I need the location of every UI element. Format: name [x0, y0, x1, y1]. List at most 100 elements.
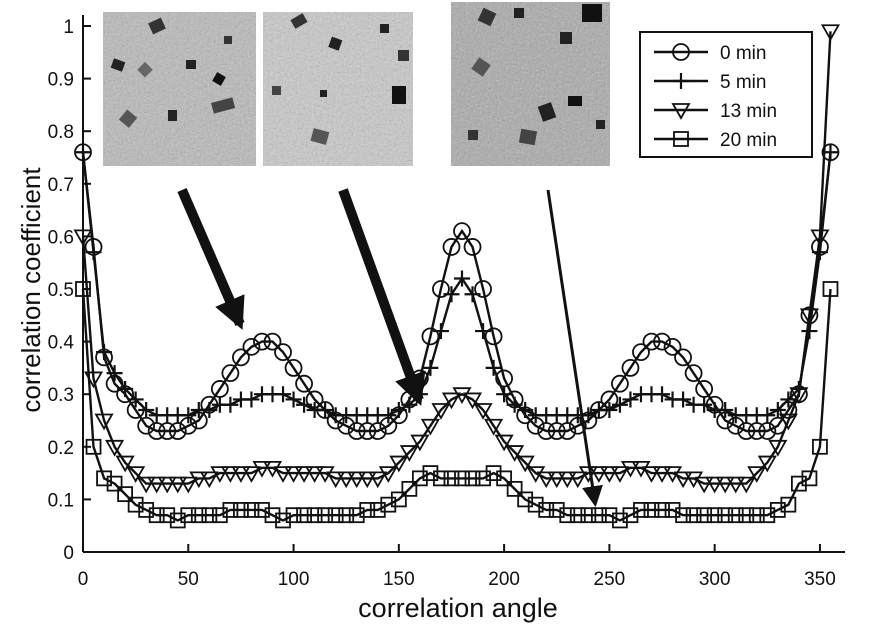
- micrograph-insets: [103, 2, 610, 166]
- data-point-square: [211, 507, 228, 524]
- data-point-plus: [127, 391, 144, 408]
- data-point-triangle-down: [94, 413, 114, 431]
- data-point-triangle-down: [515, 455, 535, 473]
- data-point-plus: [506, 396, 523, 413]
- data-point-square: [85, 438, 102, 455]
- data-point-triangle-down: [715, 476, 735, 494]
- data-point-triangle-down: [147, 476, 167, 494]
- data-point-plus: [443, 286, 460, 303]
- data-point-circle: [253, 332, 271, 351]
- legend-swatch-marker: [671, 103, 691, 120]
- legend-label: 5 min: [720, 72, 766, 93]
- data-point-square: [780, 496, 797, 513]
- data-point-triangle-down: [294, 466, 314, 483]
- data-point-triangle-down: [799, 308, 819, 326]
- data-point-square: [233, 502, 249, 518]
- data-point-circle: [684, 364, 703, 383]
- data-point-square: [254, 502, 270, 518]
- data-point-square: [433, 470, 449, 487]
- data-point-triangle-down: [389, 455, 409, 473]
- data-point-square: [285, 507, 302, 524]
- data-point-circle: [232, 348, 250, 367]
- data-point-triangle-down: [199, 471, 219, 489]
- data-point-square: [348, 507, 365, 524]
- data-point-plus: [696, 396, 713, 413]
- data-point-triangle-down: [484, 418, 504, 436]
- data-point-triangle-down: [578, 466, 598, 483]
- data-point-plus: [401, 396, 418, 413]
- arrow-2: [338, 188, 426, 407]
- legend-swatch-marker: [673, 73, 689, 89]
- x-tick-label: 200: [488, 569, 520, 590]
- data-point-square: [138, 502, 155, 518]
- data-point-square: [169, 512, 186, 529]
- series-plus: [75, 144, 839, 424]
- data-point-square: [538, 502, 555, 518]
- data-point-triangle-down: [789, 387, 809, 405]
- data-point-triangle-down: [210, 466, 230, 483]
- x-tick-label: 150: [383, 569, 415, 590]
- axes: 0 50 100 150 200 250 300 350 0 0.1 0.2 0.3 0.4 0.5 0.…: [16, 15, 845, 623]
- data-point-circle: [442, 238, 461, 256]
- series-circle: [74, 143, 840, 440]
- data-point-plus: [475, 323, 492, 340]
- data-point-circle: [632, 343, 650, 362]
- data-point-triangle-down: [220, 466, 240, 483]
- data-point-triangle-down: [326, 471, 346, 489]
- data-point-plus: [390, 401, 407, 418]
- data-point-triangle-down: [399, 445, 419, 462]
- data-point-plus: [464, 286, 481, 303]
- data-point-square: [96, 470, 112, 487]
- data-point-plus: [117, 380, 134, 397]
- x-tick-label: 100: [278, 569, 310, 590]
- y-tick-label: 0: [63, 543, 74, 564]
- legend-swatch-marker: [672, 43, 690, 61]
- data-point-circle: [463, 238, 482, 256]
- data-point-plus: [243, 391, 260, 408]
- data-point-triangle-down: [778, 413, 798, 431]
- data-point-square: [464, 470, 481, 487]
- micrograph-image-2: [263, 12, 413, 166]
- y-axis-label: correlation coefficient: [16, 167, 46, 413]
- data-point-square: [569, 507, 586, 524]
- data-point-triangle-down: [252, 460, 272, 478]
- data-point-square: [727, 507, 744, 524]
- data-point-square: [654, 502, 670, 518]
- legend-items: 0 min 5 min 13 min 20 min: [654, 43, 777, 151]
- y-tick-label: 0.5: [48, 280, 74, 301]
- data-point-square: [422, 465, 439, 482]
- data-point-triangle-down: [820, 24, 841, 42]
- data-point-plus: [96, 344, 113, 361]
- data-point-plus: [285, 391, 302, 408]
- data-point-triangle-down: [441, 392, 462, 410]
- data-point-square: [327, 507, 344, 524]
- data-point-square: [559, 507, 576, 524]
- y-tick-label: 0.8: [48, 122, 74, 143]
- series-line: [81, 152, 832, 417]
- data-point-triangle-down: [757, 455, 777, 473]
- data-point-triangle-down: [105, 439, 125, 457]
- data-point-square: [506, 480, 523, 497]
- data-point-square: [769, 502, 786, 518]
- y-tick-label: 0.1: [48, 490, 74, 511]
- data-point-plus: [380, 407, 397, 424]
- data-point-square: [590, 507, 607, 524]
- data-point-square: [222, 502, 239, 518]
- data-point-square: [790, 475, 807, 492]
- data-point-plus: [138, 401, 155, 418]
- data-point-triangle-down: [357, 471, 377, 489]
- data-point-square: [548, 502, 565, 518]
- data-point-square: [685, 507, 702, 524]
- data-point-square: [496, 470, 513, 487]
- data-point-triangle-down: [610, 466, 630, 483]
- data-point-plus: [759, 407, 776, 424]
- legend-label: 20 min: [720, 130, 777, 151]
- data-point-square: [117, 486, 134, 503]
- data-point-triangle-down: [652, 466, 672, 483]
- data-point-square: [664, 502, 681, 518]
- data-point-triangle-down: [557, 471, 577, 489]
- data-point-triangle-down: [157, 476, 177, 494]
- data-point-triangle-down: [305, 466, 325, 483]
- data-point-square: [475, 470, 491, 487]
